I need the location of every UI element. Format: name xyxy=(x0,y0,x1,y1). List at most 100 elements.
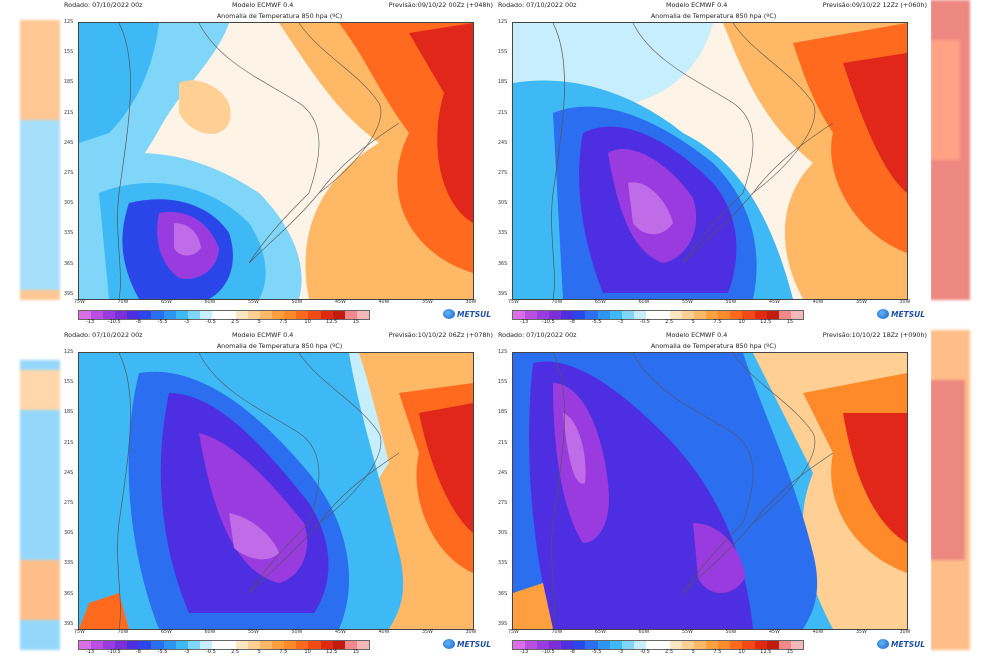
latitude-label: 18S xyxy=(498,80,508,86)
longitude-label: 30W xyxy=(899,630,911,635)
forecast-panel-2: Rodado: 07/10/2022 00z Modelo ECMWF 0.4 … xyxy=(496,0,931,325)
colorbar-swatch xyxy=(223,311,237,319)
run-label: Rodado: 07/10/2022 00z xyxy=(498,331,577,339)
colorbar-swatch xyxy=(344,641,357,649)
colorbar-label: -13 xyxy=(85,649,95,655)
latitude-label: 12S xyxy=(498,20,508,25)
colorbar-swatch xyxy=(115,641,128,649)
forecast-panel-4: Rodado: 07/10/2022 00z Modelo ECMWF 0.4 … xyxy=(496,330,931,655)
colorbar-swatch xyxy=(682,641,695,649)
colorbar-swatch xyxy=(549,311,562,319)
longitude-label: 40W xyxy=(812,630,824,635)
colorbar-swatch xyxy=(597,641,610,649)
colorbar-swatch xyxy=(706,311,719,319)
run-label: Rodado: 07/10/2022 00z xyxy=(498,1,577,9)
colorbar-label: -5.5 xyxy=(157,649,168,655)
colorbar-swatch xyxy=(151,641,164,649)
latitude-label: 21S xyxy=(64,110,74,116)
colorbar-swatch xyxy=(248,311,261,319)
colorbar-swatch xyxy=(272,311,285,319)
colorbar-swatch xyxy=(356,311,369,319)
colorbar-swatch xyxy=(718,641,731,649)
colorbar xyxy=(512,310,804,320)
colorbar-label: 15 xyxy=(786,649,794,655)
colorbar-label: 12.5 xyxy=(760,649,772,655)
colorbar-swatch xyxy=(236,311,249,319)
longitude-label: 45W xyxy=(335,630,346,635)
logo-text: METSUL xyxy=(891,639,925,649)
colorbar-label: -13 xyxy=(519,319,529,325)
latitude-label: 36S xyxy=(64,591,74,597)
colorbar-label: 15 xyxy=(352,319,360,325)
colorbar-label: 10 xyxy=(738,649,745,655)
colorbar-swatch xyxy=(609,311,622,319)
colorbar-swatch xyxy=(199,641,212,649)
colorbar-swatch xyxy=(332,311,345,319)
latitude-label: 15S xyxy=(64,50,74,56)
colorbar-swatch xyxy=(356,641,369,649)
colorbar-swatch xyxy=(175,311,188,319)
latitude-label: 12S xyxy=(64,20,74,25)
map-title: Anomalia de Temperatura 850 hpa (ºC) xyxy=(650,12,777,20)
colorbar-label: 7.5 xyxy=(279,649,288,655)
colorbar-label: -8 xyxy=(135,319,141,325)
longitude-label: 50W xyxy=(291,300,303,305)
colorbar-swatch xyxy=(694,641,707,649)
longitude-label: 30W xyxy=(899,300,911,305)
colorbar-swatch xyxy=(525,311,538,319)
longitude-label: 55W xyxy=(248,630,259,635)
longitude-label: 65W xyxy=(161,630,172,635)
colorbar-label: -3 xyxy=(184,319,190,325)
longitude-label: 55W xyxy=(248,300,259,305)
colorbar-label: 5 xyxy=(691,319,695,325)
latitude-label: 39S xyxy=(64,291,74,297)
colorbar-swatch xyxy=(537,311,550,319)
longitude-label: 45W xyxy=(769,630,780,635)
metsul-logo: METSUL xyxy=(443,639,491,649)
colorbar-swatch xyxy=(187,641,200,649)
colorbar-label: -0.5 xyxy=(640,649,650,655)
colorbar-swatch xyxy=(609,641,622,649)
longitude-label: 70W xyxy=(117,630,129,635)
longitude-label: 35W xyxy=(856,300,867,305)
longitude-label: 30W xyxy=(465,630,477,635)
colorbar-swatch xyxy=(236,641,249,649)
longitude-label: 60W xyxy=(204,630,216,635)
colorbar-swatch xyxy=(754,311,767,319)
colorbar-label: -13 xyxy=(85,319,95,325)
latitude-label: 24S xyxy=(498,470,508,476)
longitude-label: 65W xyxy=(595,300,606,305)
colorbar-label: 2.5 xyxy=(231,319,240,325)
latitude-label: 27S xyxy=(64,171,74,176)
colorbar-label: -10.5 xyxy=(541,649,555,655)
colorbar-label: 2.5 xyxy=(665,649,674,655)
colorbar-label: -0.5 xyxy=(640,319,650,325)
colorbar-swatch xyxy=(103,641,116,649)
colorbar-swatch xyxy=(790,311,803,319)
colorbar-swatch xyxy=(766,311,779,319)
colorbar-swatch xyxy=(730,641,743,649)
colorbar-label: 15 xyxy=(786,319,794,325)
colorbar-swatch xyxy=(585,641,598,649)
colorbar-swatch xyxy=(344,311,357,319)
logo-text: METSUL xyxy=(891,309,925,319)
colorbar-swatch xyxy=(778,311,791,319)
colorbar-label: 7.5 xyxy=(279,319,288,325)
latitude-label: 30S xyxy=(498,201,508,207)
colorbar-label: 12.5 xyxy=(326,649,338,655)
colorbar-swatch xyxy=(127,641,140,649)
colorbar-swatch xyxy=(103,311,116,319)
anomaly-map xyxy=(78,352,474,630)
colorbar-label: -10.5 xyxy=(107,319,121,325)
forecast-label: Previsão:10/10/22 18Zz (+090h) xyxy=(822,331,927,339)
longitude-label: 50W xyxy=(725,300,737,305)
colorbar-label: 2.5 xyxy=(665,319,674,325)
model-label: Modelo ECMWF 0.4 xyxy=(232,331,294,339)
metsul-logo: METSUL xyxy=(877,309,925,319)
colorbar-swatch xyxy=(139,311,152,319)
longitude-label: 35W xyxy=(856,630,867,635)
colorbar-swatch xyxy=(537,641,550,649)
colorbar-label: -5.5 xyxy=(591,319,602,325)
colorbar-swatch xyxy=(115,311,128,319)
model-label: Modelo ECMWF 0.4 xyxy=(232,1,294,9)
